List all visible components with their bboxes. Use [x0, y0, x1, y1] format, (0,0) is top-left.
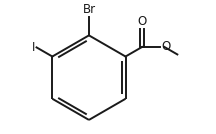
- Text: O: O: [161, 40, 170, 53]
- Text: I: I: [32, 41, 35, 54]
- Text: Br: Br: [82, 3, 95, 16]
- Text: O: O: [137, 15, 147, 28]
